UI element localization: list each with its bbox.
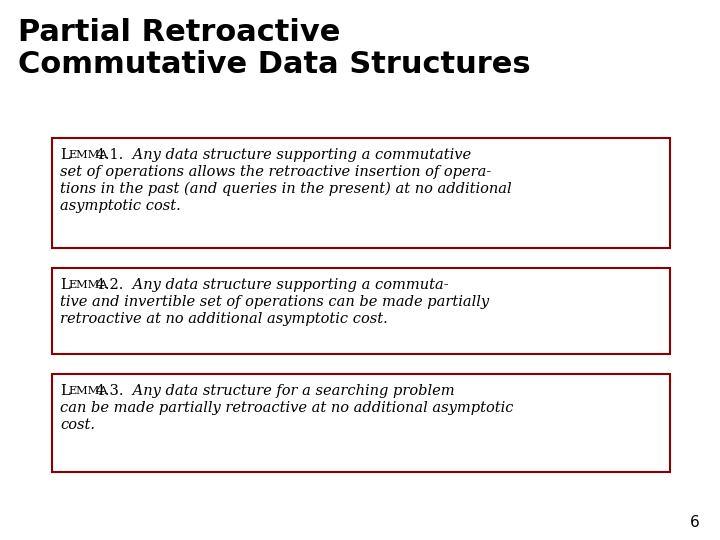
Bar xyxy=(52,138,670,248)
Text: EMMA: EMMA xyxy=(68,150,108,159)
Text: EMMA: EMMA xyxy=(68,280,108,289)
Text: asymptotic cost.: asymptotic cost. xyxy=(60,199,181,213)
Bar xyxy=(52,374,670,472)
Text: 4.2.: 4.2. xyxy=(91,278,124,292)
Text: 6: 6 xyxy=(690,515,700,530)
Text: 4.3.: 4.3. xyxy=(91,384,124,398)
Text: tions in the past (and queries in the present) at no additional: tions in the past (and queries in the pr… xyxy=(60,182,512,197)
Text: L: L xyxy=(60,384,70,398)
Text: EMMA: EMMA xyxy=(68,386,108,395)
Text: Any data structure supporting a commutative: Any data structure supporting a commutat… xyxy=(127,148,471,162)
Text: L: L xyxy=(60,278,70,292)
Text: Any data structure supporting a commuta-: Any data structure supporting a commuta- xyxy=(127,278,449,292)
Text: 4.1.: 4.1. xyxy=(91,148,124,162)
Text: retroactive at no additional asymptotic cost.: retroactive at no additional asymptotic … xyxy=(60,312,388,326)
Text: tive and invertible set of operations can be made partially: tive and invertible set of operations ca… xyxy=(60,295,489,309)
Text: cost.: cost. xyxy=(60,418,95,432)
Text: can be made partially retroactive at no additional asymptotic: can be made partially retroactive at no … xyxy=(60,401,513,415)
Text: Any data structure for a searching problem: Any data structure for a searching probl… xyxy=(127,384,454,398)
Text: L: L xyxy=(60,148,70,162)
Bar xyxy=(52,268,670,354)
Text: set of operations allows the retroactive insertion of opera-: set of operations allows the retroactive… xyxy=(60,165,491,179)
Text: Partial Retroactive
Commutative Data Structures: Partial Retroactive Commutative Data Str… xyxy=(18,18,531,79)
